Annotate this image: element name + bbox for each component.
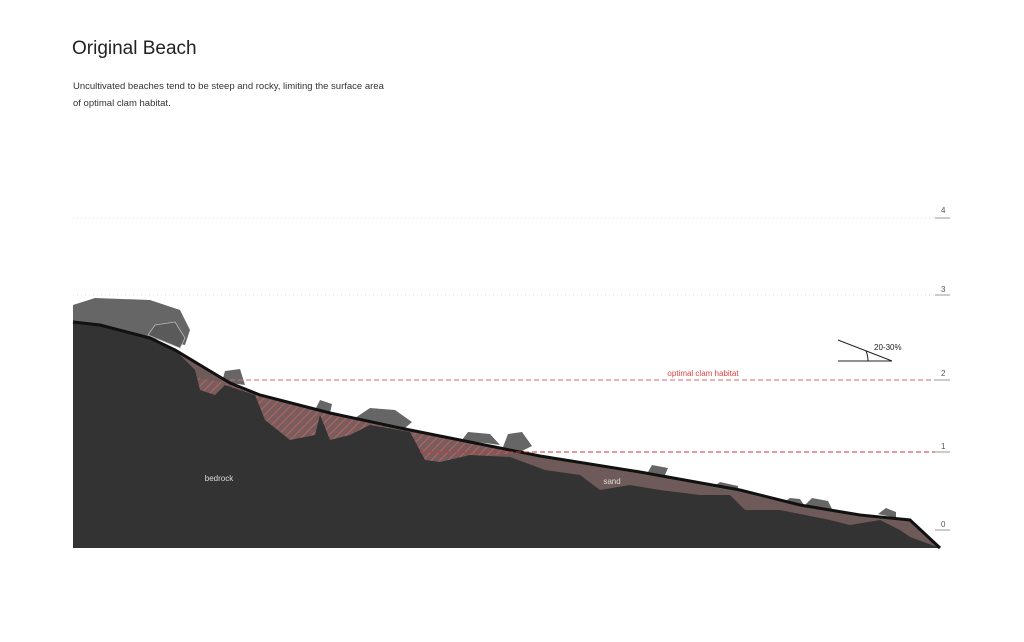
- bedrock: [73, 322, 940, 548]
- scale-label: 0: [941, 520, 946, 529]
- scale-label: 2: [941, 369, 946, 378]
- slope-label: 20-30%: [874, 343, 902, 352]
- title: Original Beach: [72, 38, 197, 59]
- rocks: [73, 298, 896, 518]
- scale-label: 1: [941, 442, 946, 451]
- scale-label: 3: [941, 285, 946, 294]
- bedrock-label: bedrock: [205, 474, 234, 483]
- description: Uncultivated beaches tend to be steep an…: [73, 81, 384, 109]
- surface-line: [72, 320, 942, 550]
- scale-label: 4: [941, 206, 946, 215]
- slope-icon: [837, 339, 893, 362]
- sand-label: sand: [603, 477, 620, 486]
- habitat-label: optimal clam habitat: [667, 369, 739, 378]
- scale: 4 3 2 1 0: [935, 206, 950, 531]
